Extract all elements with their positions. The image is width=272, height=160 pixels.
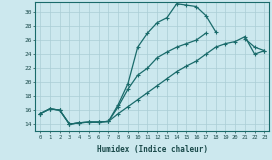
X-axis label: Humidex (Indice chaleur): Humidex (Indice chaleur) xyxy=(97,145,208,154)
